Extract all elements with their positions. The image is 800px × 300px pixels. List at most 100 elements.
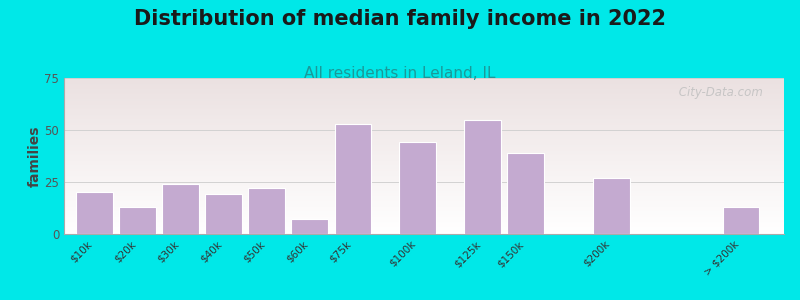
- Bar: [64, 160, 784, 161]
- Bar: [64, 122, 784, 123]
- Bar: [64, 96, 784, 97]
- Bar: [64, 94, 784, 95]
- Bar: [64, 155, 784, 156]
- Bar: [64, 176, 784, 177]
- Bar: [64, 144, 784, 145]
- Bar: [64, 104, 784, 105]
- Bar: [64, 110, 784, 111]
- Text: All residents in Leland, IL: All residents in Leland, IL: [304, 66, 496, 81]
- Bar: [64, 203, 784, 204]
- Bar: [64, 103, 784, 104]
- Bar: [64, 222, 784, 223]
- Bar: [64, 165, 784, 166]
- Y-axis label: families: families: [27, 125, 42, 187]
- Bar: [64, 108, 784, 109]
- Bar: [64, 162, 784, 163]
- Bar: [64, 196, 784, 197]
- Bar: [64, 145, 784, 146]
- Bar: [64, 166, 784, 167]
- Bar: [64, 212, 784, 213]
- Bar: [64, 81, 784, 82]
- Bar: [64, 140, 784, 141]
- Bar: [64, 149, 784, 150]
- Bar: [64, 216, 784, 217]
- Bar: [64, 131, 784, 132]
- Bar: [64, 85, 784, 86]
- Bar: [64, 202, 784, 203]
- Bar: [64, 151, 784, 152]
- Bar: [248, 188, 285, 234]
- Bar: [64, 86, 784, 87]
- Bar: [205, 194, 242, 234]
- Bar: [64, 152, 784, 153]
- Bar: [64, 169, 784, 170]
- Bar: [64, 111, 784, 112]
- Bar: [64, 205, 784, 206]
- Bar: [64, 168, 784, 169]
- Bar: [64, 116, 784, 117]
- Bar: [64, 93, 784, 94]
- Bar: [64, 199, 784, 200]
- Bar: [64, 88, 784, 89]
- Bar: [64, 99, 784, 100]
- Bar: [334, 124, 371, 234]
- Bar: [64, 195, 784, 196]
- Bar: [119, 207, 156, 234]
- Bar: [64, 119, 784, 120]
- Bar: [64, 228, 784, 229]
- Bar: [64, 146, 784, 147]
- Bar: [64, 225, 784, 226]
- Bar: [64, 98, 784, 99]
- Bar: [64, 106, 784, 107]
- Bar: [64, 188, 784, 189]
- Bar: [64, 189, 784, 190]
- Bar: [64, 214, 784, 215]
- Bar: [64, 129, 784, 130]
- Bar: [64, 186, 784, 187]
- Bar: [64, 204, 784, 205]
- Bar: [64, 154, 784, 155]
- Bar: [64, 78, 784, 79]
- Bar: [64, 211, 784, 212]
- Bar: [64, 217, 784, 218]
- Bar: [64, 226, 784, 227]
- Bar: [64, 124, 784, 125]
- Bar: [64, 133, 784, 134]
- Bar: [64, 121, 784, 122]
- Bar: [64, 153, 784, 154]
- Bar: [64, 201, 784, 202]
- Bar: [64, 95, 784, 96]
- Bar: [722, 207, 759, 234]
- Bar: [64, 178, 784, 179]
- Bar: [64, 200, 784, 201]
- Bar: [64, 143, 784, 144]
- Bar: [64, 127, 784, 128]
- Bar: [64, 213, 784, 214]
- Bar: [64, 171, 784, 172]
- Bar: [64, 101, 784, 102]
- Bar: [64, 193, 784, 194]
- Bar: [64, 221, 784, 222]
- Bar: [64, 208, 784, 209]
- Bar: [64, 109, 784, 110]
- Bar: [64, 132, 784, 133]
- Bar: [64, 167, 784, 168]
- Bar: [64, 148, 784, 149]
- Bar: [64, 80, 784, 81]
- Bar: [64, 114, 784, 115]
- Bar: [64, 102, 784, 103]
- Bar: [64, 138, 784, 139]
- Bar: [64, 209, 784, 210]
- Bar: [64, 115, 784, 116]
- Bar: [64, 157, 784, 158]
- Bar: [64, 198, 784, 199]
- Bar: [64, 181, 784, 182]
- Bar: [64, 112, 784, 113]
- Bar: [64, 142, 784, 143]
- Bar: [64, 87, 784, 88]
- Bar: [64, 183, 784, 184]
- Bar: [64, 206, 784, 207]
- Bar: [64, 130, 784, 131]
- Bar: [64, 120, 784, 121]
- Bar: [64, 89, 784, 90]
